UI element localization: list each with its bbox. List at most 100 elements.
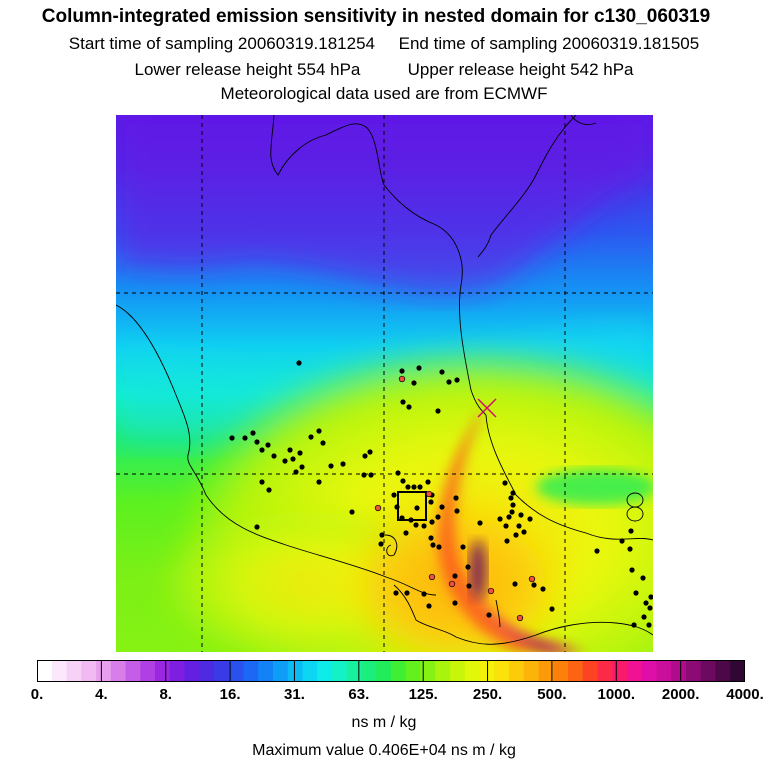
colorbar-swatch bbox=[464, 660, 481, 682]
colorbar bbox=[37, 660, 745, 682]
observation-dot bbox=[643, 600, 649, 606]
colorbar-swatch bbox=[169, 660, 186, 682]
observation-dot bbox=[408, 517, 414, 523]
observation-dot bbox=[518, 512, 524, 518]
observation-dot bbox=[594, 548, 600, 554]
observation-dot bbox=[512, 581, 518, 587]
colorbar-swatch bbox=[568, 660, 584, 682]
observation-dot bbox=[316, 479, 322, 485]
observation-dot bbox=[349, 509, 355, 515]
observation-dot bbox=[411, 484, 417, 490]
observation-dot bbox=[540, 586, 546, 592]
observation-dot bbox=[299, 464, 305, 470]
observation-dot bbox=[477, 520, 483, 526]
colorbar-swatch bbox=[656, 660, 672, 682]
sensitivity-map bbox=[116, 115, 653, 652]
colorbar-swatch bbox=[243, 660, 259, 682]
colorbar-swatch bbox=[110, 660, 127, 682]
colorbar-swatch bbox=[523, 660, 540, 682]
colorbar-swatch bbox=[361, 660, 377, 682]
observation-dot bbox=[502, 480, 508, 486]
observation-dot bbox=[508, 495, 514, 501]
observation-dot bbox=[399, 515, 405, 521]
colorbar-swatch bbox=[391, 660, 407, 682]
upper-release-label: Upper release height 542 hPa bbox=[407, 60, 634, 79]
observation-dot bbox=[399, 368, 405, 374]
observation-dot-highlight bbox=[398, 375, 406, 383]
colorbar-swatch bbox=[730, 660, 745, 682]
colorbar-swatch bbox=[612, 660, 628, 682]
observation-dot bbox=[316, 428, 322, 434]
observation-dot bbox=[293, 469, 299, 475]
colorbar-tick-label: 500. bbox=[537, 686, 567, 703]
colorbar-swatch bbox=[405, 660, 422, 682]
colorbar-swatch bbox=[214, 660, 230, 682]
observation-dot bbox=[254, 439, 260, 445]
observation-dot bbox=[259, 479, 265, 485]
observation-dot bbox=[436, 544, 442, 550]
colorbar-swatch bbox=[125, 660, 141, 682]
observation-dot bbox=[486, 612, 492, 618]
release-heights: Lower release height 554 hPa Upper relea… bbox=[0, 60, 768, 80]
observation-dot bbox=[549, 606, 555, 612]
colorbar-swatch bbox=[81, 660, 97, 682]
observation-dot bbox=[266, 487, 272, 493]
observation-dot bbox=[250, 430, 256, 436]
observation-dot bbox=[368, 472, 374, 478]
met-data-label: Meteorological data used are from ECMWF bbox=[220, 84, 548, 103]
observation-dot-highlight bbox=[516, 614, 524, 622]
observation-dot bbox=[527, 516, 533, 522]
colorbar-swatch bbox=[700, 660, 717, 682]
end-time-label: End time of sampling 20060319.181505 bbox=[398, 34, 700, 53]
observation-dot bbox=[531, 582, 537, 588]
colorbar-tick-label: 63. bbox=[348, 686, 370, 703]
observation-dot bbox=[406, 404, 412, 410]
observation-dot bbox=[405, 484, 411, 490]
receptor-marker-icon bbox=[477, 398, 497, 418]
colorbar-swatch bbox=[96, 660, 112, 682]
observation-dot bbox=[421, 523, 427, 529]
colorbar-swatch bbox=[671, 660, 687, 682]
colorbar-swatch bbox=[509, 660, 525, 682]
colorbar-swatch bbox=[332, 660, 348, 682]
observation-dot bbox=[394, 504, 400, 510]
colorbar-tick-label: 4. bbox=[95, 686, 108, 703]
lower-release-label: Lower release height 554 hPa bbox=[134, 60, 361, 79]
plume-core bbox=[469, 540, 487, 600]
colorbar-units: ns m / kg bbox=[351, 714, 417, 731]
observation-dot bbox=[497, 516, 503, 522]
observation-dot bbox=[379, 532, 385, 538]
colorbar-swatch bbox=[155, 660, 171, 682]
observation-dot bbox=[454, 377, 460, 383]
observation-dot bbox=[428, 499, 434, 505]
observation-dot bbox=[446, 379, 452, 385]
observation-dot bbox=[628, 528, 634, 534]
observation-dot bbox=[435, 514, 441, 520]
observation-dot bbox=[509, 509, 515, 515]
observation-dot bbox=[429, 519, 435, 525]
observation-dot bbox=[393, 590, 399, 596]
observation-dot bbox=[404, 590, 410, 596]
colorbar-tick-label: 2000. bbox=[661, 686, 700, 703]
observation-dot bbox=[428, 535, 434, 541]
sampling-times: Start time of sampling 20060319.181254 E… bbox=[0, 34, 768, 54]
observation-dot bbox=[454, 508, 460, 514]
observation-dot bbox=[460, 544, 466, 550]
observation-dot bbox=[259, 447, 265, 453]
colorbar-swatch bbox=[287, 660, 304, 682]
observation-dot bbox=[340, 461, 346, 467]
observation-dot bbox=[640, 575, 646, 581]
observation-dot bbox=[417, 484, 423, 490]
colorbar-tick-label: 16. bbox=[219, 686, 241, 703]
observation-dot bbox=[619, 538, 625, 544]
observation-dot bbox=[435, 408, 441, 414]
observation-dot bbox=[633, 590, 639, 596]
colorbar-swatch bbox=[140, 660, 156, 682]
observation-dot bbox=[466, 583, 472, 589]
observation-dot-highlight bbox=[374, 504, 382, 512]
colorbar-swatch bbox=[184, 660, 200, 682]
observation-dot bbox=[271, 453, 277, 459]
observation-dot bbox=[504, 538, 510, 544]
observation-dot bbox=[513, 532, 519, 538]
colorbar-swatch bbox=[376, 660, 392, 682]
